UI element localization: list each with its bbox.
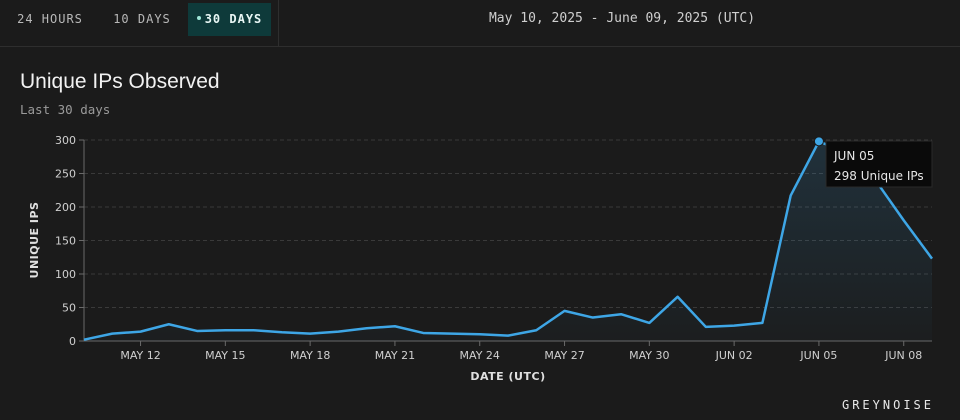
series-line <box>83 140 934 341</box>
x-tick-label: MAY 18 <box>290 349 330 362</box>
y-tick-label: 50 <box>62 302 76 315</box>
x-tick-label: MAY 15 <box>205 349 245 362</box>
x-tick-label: JUN 05 <box>799 349 837 362</box>
y-tick-label: 300 <box>55 134 76 147</box>
time-range-tabs: 24 HOURS 10 DAYS 30 DAYS <box>0 0 279 46</box>
y-axis-title: UNIQUE IPS <box>28 202 41 279</box>
x-tick-label: MAY 30 <box>629 349 669 362</box>
series-area <box>84 141 932 341</box>
tab-10-days[interactable]: 10 DAYS <box>113 12 171 26</box>
active-dot-icon <box>196 15 201 20</box>
date-range-label: May 10, 2025 - June 09, 2025 (UTC) <box>488 11 756 26</box>
x-tick-label: JUN 08 <box>884 349 922 362</box>
y-tick-label: 0 <box>69 335 76 348</box>
tab-24-hours[interactable]: 24 HOURS <box>17 12 83 26</box>
tooltip: JUN 05 298 Unique IPs <box>825 140 933 188</box>
y-tick-label: 100 <box>55 268 76 281</box>
chart-title: Unique IPs Observed <box>20 70 220 93</box>
x-axis-title: DATE (UTC) <box>470 370 545 383</box>
x-tick-label: MAY 24 <box>460 349 500 362</box>
highlight-point <box>813 136 824 147</box>
y-tick-label: 250 <box>55 168 76 181</box>
chart-subtitle: Last 30 days <box>20 102 111 117</box>
tooltip-date: JUN 05 <box>833 149 874 163</box>
x-tick-label: MAY 27 <box>544 349 584 362</box>
tab-30-days[interactable]: 30 DAYS <box>188 3 271 36</box>
x-tick-label: MAY 21 <box>375 349 415 362</box>
y-tick-label: 150 <box>55 235 76 248</box>
tooltip-value: 298 Unique IPs <box>834 169 924 183</box>
y-tick-label: 200 <box>55 201 76 214</box>
tab-30-days-label: 30 DAYS <box>204 12 263 26</box>
greynoise-logo: GREYNOISE <box>841 398 934 412</box>
x-tick-label: MAY 12 <box>120 349 160 362</box>
top-bar: 24 HOURS 10 DAYS 30 DAYS May 10, 2025 - … <box>0 0 960 47</box>
x-tick-label: JUN 02 <box>715 349 753 362</box>
